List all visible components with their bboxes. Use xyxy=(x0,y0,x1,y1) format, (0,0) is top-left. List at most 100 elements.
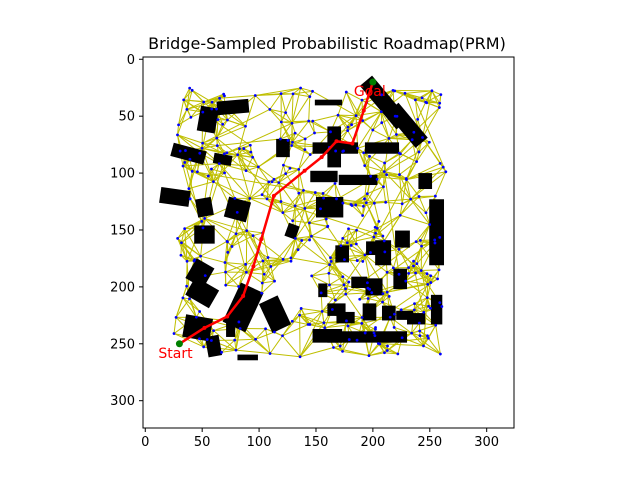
sample-node xyxy=(322,196,325,200)
obstacle xyxy=(351,276,368,289)
sample-node xyxy=(266,256,270,259)
sample-node xyxy=(345,241,349,245)
sample-node xyxy=(188,197,192,201)
sample-node xyxy=(369,251,372,254)
obstacle xyxy=(276,138,290,158)
roadmap-edge xyxy=(290,238,296,258)
roadmap-edge xyxy=(282,324,309,337)
roadmap-edge xyxy=(239,328,271,354)
roadmap-edge xyxy=(328,273,330,285)
obstacle xyxy=(381,305,396,321)
sample-node xyxy=(375,226,379,230)
roadmap-edge xyxy=(308,120,315,134)
sample-node xyxy=(439,93,443,97)
sample-node xyxy=(436,277,439,281)
sample-node xyxy=(344,90,348,94)
sample-nodes xyxy=(172,86,448,359)
sample-node xyxy=(397,151,401,155)
roadmap-edge xyxy=(413,265,429,285)
sample-node xyxy=(397,247,401,251)
sample-node xyxy=(372,331,376,335)
obstacle xyxy=(205,334,223,358)
sample-node xyxy=(355,338,359,342)
roadmap-edge xyxy=(428,337,441,355)
sample-node xyxy=(172,332,176,335)
sample-node xyxy=(381,234,385,238)
roadmap-edge xyxy=(384,152,400,164)
roadmap-edge xyxy=(278,182,304,191)
roadmap-edge xyxy=(183,89,193,101)
sample-node xyxy=(311,119,315,123)
sample-node xyxy=(424,100,428,104)
roadmap-edge xyxy=(255,331,275,340)
sample-node xyxy=(385,290,389,294)
sample-node xyxy=(188,86,192,90)
roadmap-edge xyxy=(238,272,247,287)
sample-node xyxy=(299,307,303,310)
path-waypoint xyxy=(241,293,246,298)
sample-node xyxy=(341,237,345,240)
sample-node xyxy=(244,169,248,172)
roadmap-edge xyxy=(383,171,412,200)
roadmap-edge xyxy=(334,183,337,199)
roadmap-edge xyxy=(405,179,412,200)
sample-node xyxy=(361,204,365,208)
sample-node xyxy=(365,192,369,196)
roadmap-edge xyxy=(347,236,374,244)
sample-node xyxy=(429,274,433,278)
sample-node xyxy=(290,319,294,323)
sample-node xyxy=(367,354,371,358)
roadmap-edge xyxy=(298,154,311,170)
roadmap-edge xyxy=(186,90,193,110)
sample-node xyxy=(360,321,364,325)
roadmap-edge xyxy=(380,111,390,139)
roadmap-edge xyxy=(280,93,294,123)
roadmap-edge xyxy=(300,87,313,92)
roadmap-edge xyxy=(422,137,447,173)
roadmap-edge xyxy=(347,227,378,244)
roadmap-edge xyxy=(410,198,427,214)
sample-node xyxy=(185,107,189,111)
roadmap-edge xyxy=(246,271,265,275)
roadmap-edge xyxy=(294,132,306,140)
sample-node xyxy=(363,331,367,335)
x-tick-label: 250 xyxy=(417,435,442,450)
roadmap-edge xyxy=(200,255,226,263)
roadmap-edge xyxy=(235,233,247,273)
sample-node xyxy=(330,308,334,311)
roadmap-edge xyxy=(299,314,325,329)
sample-node xyxy=(245,229,249,233)
y-tick-label: 0 xyxy=(127,53,135,68)
roadmap-edge xyxy=(311,272,329,277)
sample-node xyxy=(370,291,374,295)
sample-node xyxy=(251,234,255,238)
sample-node xyxy=(355,228,358,232)
roadmap-edge xyxy=(184,228,202,257)
obstacle xyxy=(395,230,410,248)
sample-node xyxy=(363,197,366,201)
roadmap-edge xyxy=(177,238,188,262)
sample-node xyxy=(244,270,248,274)
roadmap-edge xyxy=(245,166,259,172)
obstacle xyxy=(362,303,377,321)
roadmap-edge xyxy=(180,228,186,243)
sample-node xyxy=(222,92,226,96)
sample-node xyxy=(267,180,271,184)
sample-node xyxy=(400,336,404,340)
roadmap-edge xyxy=(335,288,346,301)
roadmap-edge xyxy=(347,115,357,131)
roadmap-edge xyxy=(422,90,433,138)
sample-node xyxy=(180,241,183,245)
roadmap-edge xyxy=(368,352,385,357)
roadmap-edge xyxy=(173,333,204,348)
sample-node xyxy=(310,274,314,278)
roadmap-edge xyxy=(333,346,370,357)
sample-node xyxy=(322,321,326,325)
sample-node xyxy=(308,153,312,156)
sample-node xyxy=(182,98,186,102)
sample-node xyxy=(289,259,293,263)
path-waypoint xyxy=(251,264,256,269)
roadmap-edge xyxy=(221,349,237,353)
x-tick-label: 100 xyxy=(247,435,272,450)
sample-node xyxy=(293,131,297,135)
